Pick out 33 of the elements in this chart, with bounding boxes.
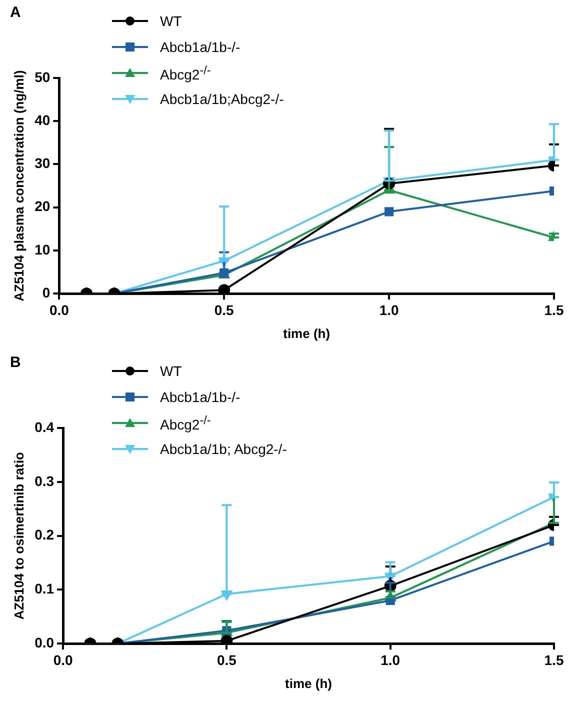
- x-tick-label: 1.5: [544, 302, 564, 318]
- chart-title: A: [10, 4, 21, 21]
- legend-label: Abcg2$^{-/-}$: [160, 414, 211, 432]
- x-axis-title: time (h): [283, 326, 330, 341]
- y-tick-label: 50: [34, 68, 50, 85]
- y-tick-label: 40: [34, 112, 50, 128]
- legend-label: Abcb1a/1b-/-: [160, 39, 240, 55]
- y-tick-label: 0.1: [34, 580, 54, 597]
- y-tick-label: 0.4: [34, 418, 54, 435]
- y-tick-label: 30: [34, 155, 50, 172]
- y-tick-label: 0.2: [34, 526, 54, 543]
- y-tick-label: 0.3: [34, 472, 54, 489]
- y-tick-label: 0.0: [34, 634, 54, 650]
- x-tick-label: 0.5: [216, 652, 237, 668]
- legend-label: Abcb1a/1b; Abcg2-/-: [160, 441, 287, 457]
- legend-label: Abcb1a/1b;Abcg2-/-: [160, 91, 284, 107]
- x-tick-label: 1.0: [379, 302, 399, 318]
- x-tick-label: 1.0: [380, 652, 400, 668]
- y-tick-label: 20: [34, 198, 50, 214]
- legend-label: Abcb1a/1b-/-: [160, 389, 240, 405]
- legend-label: WT: [160, 363, 182, 379]
- x-tick-label: 0.0: [53, 652, 74, 668]
- chart-title: B: [10, 354, 21, 371]
- y-tick-label: 0: [42, 284, 50, 300]
- x-tick-label: 1.5: [544, 652, 564, 668]
- y-tick-label: 10: [34, 241, 50, 258]
- legend-label: WT: [160, 13, 182, 29]
- y-axis-title: AZ5104 plasma concentration (ng/ml): [11, 70, 26, 302]
- x-tick-label: 0.5: [214, 302, 234, 318]
- y-axis-title: AZ5104 to osimertinib ratio: [11, 452, 26, 620]
- legend-label: Abcg2$^{-/-}$: [160, 64, 211, 82]
- x-tick-label: 0.0: [49, 302, 70, 318]
- x-axis-title: time (h): [285, 676, 332, 691]
